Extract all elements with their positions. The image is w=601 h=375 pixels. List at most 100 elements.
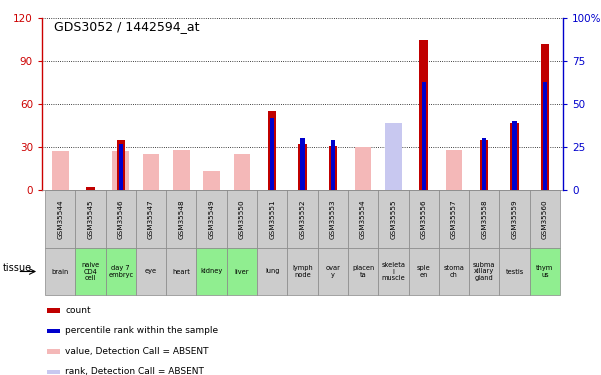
Text: stoma
ch: stoma ch xyxy=(444,265,465,278)
Text: sple
en: sple en xyxy=(416,265,430,278)
Text: GSM35547: GSM35547 xyxy=(148,199,154,239)
Bar xyxy=(513,121,517,190)
Bar xyxy=(166,190,197,248)
Text: GSM35560: GSM35560 xyxy=(542,199,548,239)
Text: GSM35546: GSM35546 xyxy=(118,199,124,239)
Bar xyxy=(257,190,287,248)
Text: day 7
embryc: day 7 embryc xyxy=(108,265,133,278)
Bar xyxy=(287,190,318,248)
Text: percentile rank within the sample: percentile rank within the sample xyxy=(66,326,219,335)
Bar xyxy=(45,190,75,248)
Bar xyxy=(45,248,75,295)
Bar xyxy=(52,151,69,190)
Bar xyxy=(227,248,257,295)
Bar xyxy=(268,111,276,190)
Text: heart: heart xyxy=(172,268,191,274)
Bar xyxy=(529,248,560,295)
Text: GSM35545: GSM35545 xyxy=(88,199,94,239)
Text: testis: testis xyxy=(505,268,523,274)
Text: GSM35550: GSM35550 xyxy=(239,199,245,239)
Bar xyxy=(378,248,409,295)
Text: lymph
node: lymph node xyxy=(292,265,313,278)
Bar xyxy=(529,190,560,248)
Text: GSM35553: GSM35553 xyxy=(330,199,336,239)
Text: naive
CD4
cell: naive CD4 cell xyxy=(81,262,100,281)
Text: lung: lung xyxy=(265,268,279,274)
Bar xyxy=(355,147,371,190)
Bar xyxy=(166,248,197,295)
Bar xyxy=(439,190,469,248)
Text: placen
ta: placen ta xyxy=(352,265,374,278)
Bar xyxy=(510,123,519,190)
Bar xyxy=(318,248,348,295)
Bar xyxy=(469,190,499,248)
Bar xyxy=(348,248,378,295)
Bar xyxy=(118,144,123,190)
Bar xyxy=(47,308,60,313)
Bar xyxy=(86,187,95,190)
Bar xyxy=(136,248,166,295)
Bar xyxy=(419,39,428,190)
Text: rank, Detection Call = ABSENT: rank, Detection Call = ABSENT xyxy=(66,368,204,375)
Bar xyxy=(329,146,337,190)
Text: count: count xyxy=(66,306,91,315)
Bar xyxy=(540,44,549,190)
Bar xyxy=(136,190,166,248)
Text: thym
us: thym us xyxy=(536,265,554,278)
Bar xyxy=(421,82,426,190)
Text: GSM35559: GSM35559 xyxy=(511,199,517,239)
Bar xyxy=(197,248,227,295)
Text: GSM35549: GSM35549 xyxy=(209,199,215,239)
Bar xyxy=(197,190,227,248)
Bar xyxy=(75,248,106,295)
Bar xyxy=(47,328,60,333)
Text: GDS3052 / 1442594_at: GDS3052 / 1442594_at xyxy=(54,20,200,33)
Bar xyxy=(385,123,401,190)
Bar xyxy=(234,154,250,190)
Text: eye: eye xyxy=(145,268,157,274)
Bar xyxy=(112,151,129,190)
Text: GSM35555: GSM35555 xyxy=(391,199,397,239)
Bar xyxy=(331,140,335,190)
Bar xyxy=(227,190,257,248)
Bar xyxy=(270,118,274,190)
Text: ovar
y: ovar y xyxy=(325,265,340,278)
Bar xyxy=(75,190,106,248)
Bar xyxy=(378,190,409,248)
Bar xyxy=(409,190,439,248)
Text: GSM35552: GSM35552 xyxy=(299,199,305,239)
Bar xyxy=(298,144,307,190)
Bar xyxy=(445,150,462,190)
Text: GSM35557: GSM35557 xyxy=(451,199,457,239)
Text: GSM35551: GSM35551 xyxy=(269,199,275,239)
Bar xyxy=(257,248,287,295)
Bar xyxy=(499,248,529,295)
Bar xyxy=(173,150,190,190)
Bar xyxy=(499,190,529,248)
Text: GSM35554: GSM35554 xyxy=(360,199,366,239)
Text: subma
xillary
gland: subma xillary gland xyxy=(473,262,495,281)
Text: skeleta
l
muscle: skeleta l muscle xyxy=(382,262,405,281)
Bar xyxy=(318,190,348,248)
Bar xyxy=(469,248,499,295)
Bar xyxy=(385,130,401,190)
Bar xyxy=(106,190,136,248)
Bar xyxy=(117,140,125,190)
Bar xyxy=(287,248,318,295)
Bar xyxy=(348,190,378,248)
Bar xyxy=(47,349,60,354)
Bar xyxy=(47,370,60,374)
Text: brain: brain xyxy=(52,268,69,274)
Bar xyxy=(439,248,469,295)
Bar xyxy=(106,248,136,295)
Text: GSM35548: GSM35548 xyxy=(178,199,185,239)
Bar xyxy=(300,138,305,190)
Text: tissue: tissue xyxy=(3,263,32,273)
Bar xyxy=(480,140,489,190)
Text: kidney: kidney xyxy=(201,268,223,274)
Bar xyxy=(409,248,439,295)
Text: GSM35558: GSM35558 xyxy=(481,199,487,239)
Text: value, Detection Call = ABSENT: value, Detection Call = ABSENT xyxy=(66,347,209,356)
Text: GSM35544: GSM35544 xyxy=(57,199,63,239)
Bar xyxy=(203,171,220,190)
